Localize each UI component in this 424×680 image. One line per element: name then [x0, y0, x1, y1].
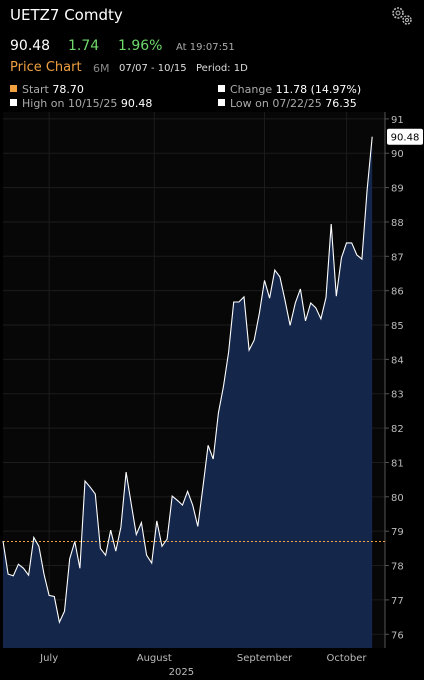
y-tick-label: 76	[391, 630, 404, 641]
x-tick-label: September	[237, 653, 293, 664]
range[interactable]: 6M	[93, 62, 110, 75]
chart-label[interactable]: Price Chart	[10, 60, 82, 75]
stat-label: Change	[230, 83, 273, 96]
area	[3, 136, 373, 648]
stat-label: Start	[22, 83, 49, 96]
stat: High on 10/15/25 90.48	[10, 97, 152, 110]
last-value-label: 90.48	[391, 133, 420, 144]
y-tick-label: 80	[391, 493, 404, 504]
y-tick-label: 79	[391, 527, 404, 538]
dates: 07/07 - 10/15	[119, 63, 187, 74]
net-change: 1.74	[68, 38, 100, 54]
stat-value: 78.70	[52, 83, 84, 96]
stat-label: Low on 07/22/25	[230, 97, 322, 110]
last-price: 90.48	[10, 38, 51, 54]
settings-icon[interactable]	[390, 5, 414, 27]
y-tick-label: 90	[391, 149, 404, 160]
stat-value: 11.78 (14.97%)	[275, 83, 362, 96]
y-tick-label: 89	[391, 184, 404, 195]
y-tick-label: 77	[391, 596, 404, 607]
x-tick-label: August	[137, 653, 172, 664]
stat: Change 11.78 (14.97%)	[218, 83, 361, 96]
y-tick-label: 78	[391, 562, 404, 573]
y-tick-label: 91	[391, 115, 404, 126]
x-tick-label: October	[327, 653, 368, 664]
stat: Start 78.70	[10, 83, 84, 96]
stat-value: 90.48	[120, 97, 153, 110]
stat-value: 76.35	[325, 97, 357, 110]
time: At 19:07:51	[176, 42, 235, 53]
y-tick-label: 86	[391, 287, 404, 298]
y-tick-label: 81	[391, 458, 404, 469]
y-tick-label: 82	[391, 424, 404, 435]
stat: Low on 07/22/25 76.35	[218, 97, 357, 110]
y-tick-label: 88	[391, 218, 404, 229]
y-tick-label: 87	[391, 252, 404, 263]
y-tick-label: 84	[391, 355, 404, 366]
price-line	[2, 136, 373, 624]
stat-label: High on 10/15/25	[22, 97, 118, 110]
y-tick-label: 83	[391, 390, 404, 401]
title: UETZ7 Comdty	[10, 6, 123, 24]
pct-change: 1.96%	[118, 38, 163, 54]
y-tick-label: 85	[391, 321, 404, 332]
period: Period: 1D	[196, 63, 248, 74]
x-tick-label: July	[39, 653, 58, 664]
x-axis-label: 2025	[169, 667, 194, 678]
last-value-tag	[387, 128, 423, 145]
